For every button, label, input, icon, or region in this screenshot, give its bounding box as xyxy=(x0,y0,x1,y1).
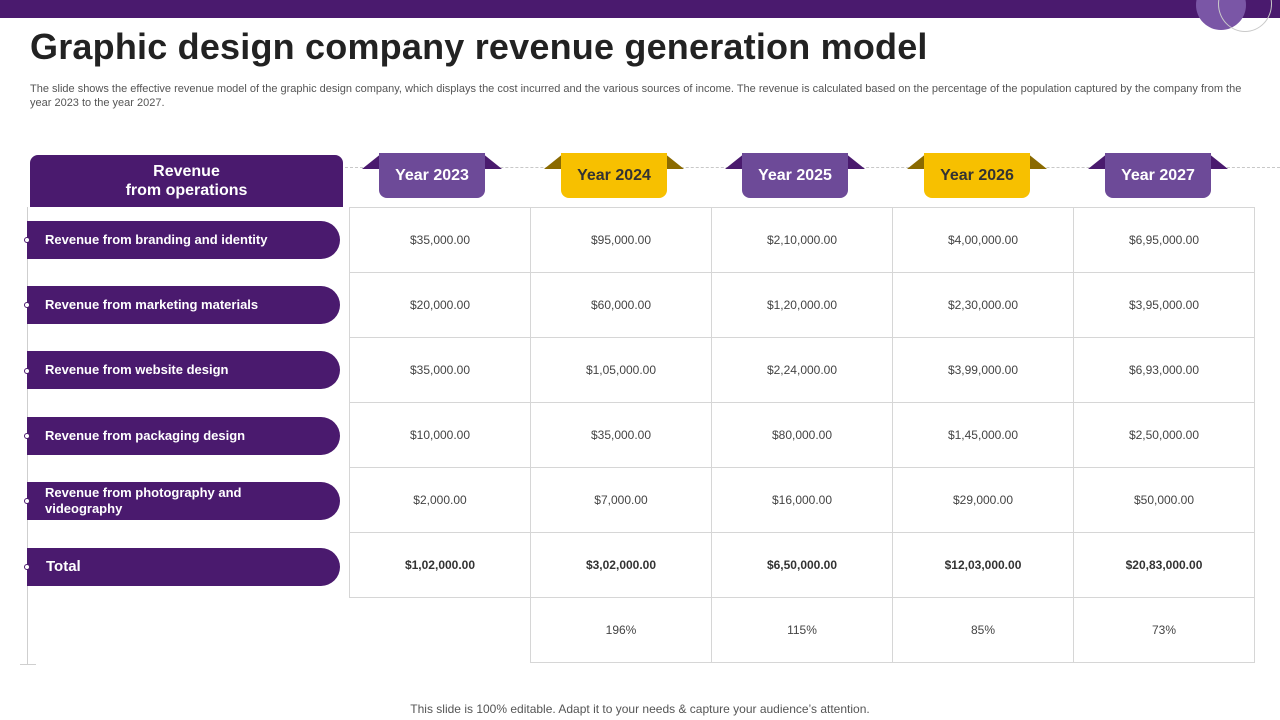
table-header-line2: from operations xyxy=(125,182,248,199)
row-label-text: Total xyxy=(46,558,81,575)
table-cell: $35,000.00 xyxy=(530,402,712,468)
year-label: Year 2027 xyxy=(1105,153,1211,198)
table-cell: $4,00,000.00 xyxy=(892,207,1074,273)
table-cell: $80,000.00 xyxy=(711,402,893,468)
bullet-dot-icon xyxy=(24,368,30,374)
table-header-line1: Revenue xyxy=(153,163,220,180)
table-cell: $60,000.00 xyxy=(530,272,712,338)
row-label-photography: Revenue from photography and videography xyxy=(27,482,340,520)
revenue-table: $35,000.00 $95,000.00 $2,10,000.00 $4,00… xyxy=(349,207,1255,663)
year-label: Year 2023 xyxy=(379,153,485,198)
year-tab-2027: Year 2027 xyxy=(1088,153,1228,198)
table-cell: $29,000.00 xyxy=(892,467,1074,533)
table-cell: $6,93,000.00 xyxy=(1073,337,1255,403)
table-cell: $3,99,000.00 xyxy=(892,337,1074,403)
total-row: $1,02,000.00 $3,02,000.00 $6,50,000.00 $… xyxy=(349,532,1255,598)
table-cell: $1,45,000.00 xyxy=(892,402,1074,468)
row-label-marketing: Revenue from marketing materials xyxy=(27,286,340,324)
table-cell: $2,50,000.00 xyxy=(1073,402,1255,468)
year-label: Year 2024 xyxy=(561,153,667,198)
row-label-text: Revenue from branding and identity xyxy=(45,232,268,247)
table-cell: $7,000.00 xyxy=(530,467,712,533)
growth-cell: 196% xyxy=(530,597,712,663)
row-label-packaging: Revenue from packaging design xyxy=(27,417,340,455)
top-accent-bar xyxy=(0,0,1280,18)
total-cell: $12,03,000.00 xyxy=(892,532,1074,598)
total-cell: $1,02,000.00 xyxy=(349,532,531,598)
left-guide-tick xyxy=(20,664,36,665)
table-cell: $2,000.00 xyxy=(349,467,531,533)
table-row: $35,000.00 $1,05,000.00 $2,24,000.00 $3,… xyxy=(349,337,1255,403)
row-label-text: Revenue from packaging design xyxy=(45,428,246,443)
year-tab-2024: Year 2024 xyxy=(544,153,684,198)
table-cell: $2,24,000.00 xyxy=(711,337,893,403)
row-label-text: Revenue from photography and videography xyxy=(45,485,242,516)
total-cell: $6,50,000.00 xyxy=(711,532,893,598)
table-cell: $95,000.00 xyxy=(530,207,712,273)
row-label-branding: Revenue from branding and identity xyxy=(27,221,340,259)
table-row: $10,000.00 $35,000.00 $80,000.00 $1,45,0… xyxy=(349,402,1255,468)
table-cell: $3,95,000.00 xyxy=(1073,272,1255,338)
table-cell: $1,05,000.00 xyxy=(530,337,712,403)
table-cell: $35,000.00 xyxy=(349,337,531,403)
total-cell: $3,02,000.00 xyxy=(530,532,712,598)
table-cell: $1,20,000.00 xyxy=(711,272,893,338)
row-label-text: Revenue from marketing materials xyxy=(45,297,259,312)
bullet-dot-icon xyxy=(24,498,30,504)
table-cell: $16,000.00 xyxy=(711,467,893,533)
table-row: $2,000.00 $7,000.00 $16,000.00 $29,000.0… xyxy=(349,467,1255,533)
page-title: Graphic design company revenue generatio… xyxy=(30,26,928,67)
row-label-website: Revenue from website design xyxy=(27,351,340,389)
bullet-dot-icon xyxy=(24,564,30,570)
year-label: Year 2026 xyxy=(924,153,1030,198)
year-tab-2026: Year 2026 xyxy=(907,153,1047,198)
growth-cell: 115% xyxy=(711,597,893,663)
year-tab-2023: Year 2023 xyxy=(362,153,502,198)
table-cell: $50,000.00 xyxy=(1073,467,1255,533)
total-cell: $20,83,000.00 xyxy=(1073,532,1255,598)
row-label-total: Total xyxy=(27,548,340,586)
table-row: $20,000.00 $60,000.00 $1,20,000.00 $2,30… xyxy=(349,272,1255,338)
page-subtitle: The slide shows the effective revenue mo… xyxy=(30,83,1242,109)
bullet-dot-icon xyxy=(24,302,30,308)
growth-cell: 73% xyxy=(1073,597,1255,663)
table-cell: $10,000.00 xyxy=(349,402,531,468)
table-row-header: Revenue from operations xyxy=(30,155,343,207)
year-tab-2025: Year 2025 xyxy=(725,153,865,198)
table-cell: $35,000.00 xyxy=(349,207,531,273)
empty-cell xyxy=(350,598,531,663)
row-label-text: Revenue from website design xyxy=(45,362,229,377)
table-cell: $2,10,000.00 xyxy=(711,207,893,273)
table-cell: $6,95,000.00 xyxy=(1073,207,1255,273)
table-cell: $20,000.00 xyxy=(349,272,531,338)
year-label: Year 2025 xyxy=(742,153,848,198)
growth-cell: 85% xyxy=(892,597,1074,663)
table-row: $35,000.00 $95,000.00 $2,10,000.00 $4,00… xyxy=(349,207,1255,273)
footer-note: This slide is 100% editable. Adapt it to… xyxy=(410,702,870,716)
growth-row: 196% 115% 85% 73% xyxy=(350,597,1255,663)
table-cell: $2,30,000.00 xyxy=(892,272,1074,338)
bullet-dot-icon xyxy=(24,433,30,439)
bullet-dot-icon xyxy=(24,237,30,243)
